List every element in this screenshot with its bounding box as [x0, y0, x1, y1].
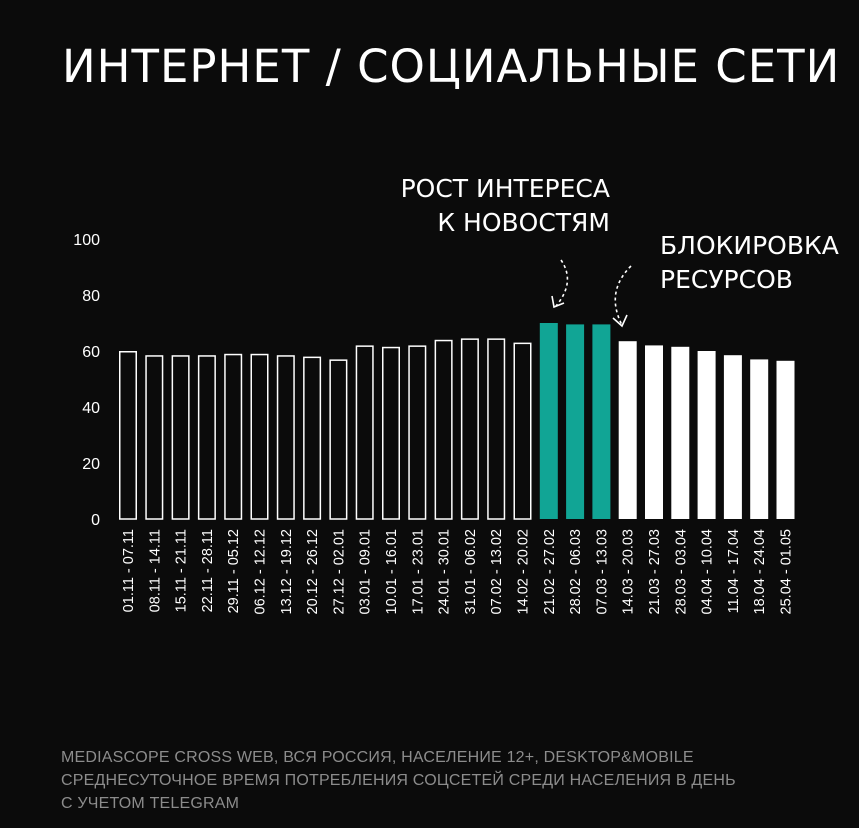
annotation-resource-blocking-line-2: РЕСУРСОВ — [660, 265, 793, 294]
x-tick-label: 08.11 - 14.11 — [147, 529, 163, 612]
bar-16 — [513, 342, 532, 520]
x-tick-label: 07.03 - 13.03 — [594, 529, 610, 614]
x-tick-label: 13.12 - 19.12 — [279, 529, 295, 614]
bar-17 — [539, 323, 558, 519]
annotation-news-interest-line-2: К НОВОСТЯМ — [437, 208, 610, 237]
x-tick-label: 14.02 - 20.02 — [516, 529, 532, 614]
arrowhead-icon — [551, 295, 565, 309]
page-title: ИНТЕРНЕТ / СОЦИАЛЬНЫЕ СЕТИ — [62, 40, 841, 93]
bar-24 — [723, 355, 742, 519]
bar-21 — [645, 345, 663, 519]
annotation-arrows — [551, 259, 632, 328]
curved-arrow-icon — [555, 259, 569, 307]
annotation-news-interest-line-1: РОСТ ИНТЕРЕСА — [400, 174, 610, 203]
bar-13 — [434, 339, 453, 520]
x-tick-label: 17.01 - 23.01 — [410, 529, 426, 614]
y-tick-label: 80 — [82, 288, 100, 305]
bar-11 — [382, 346, 400, 520]
x-tick-label: 28.02 - 06.03 — [568, 529, 584, 614]
x-tick-label: 31.01 - 06.02 — [463, 529, 479, 614]
x-tick-label: 04.04 - 10.04 — [700, 529, 716, 614]
x-tick-label: 07.02 - 13.02 — [489, 529, 505, 614]
bar-3 — [171, 355, 190, 520]
y-tick-label: 40 — [82, 400, 100, 417]
bar-8 — [303, 356, 322, 520]
footnote-line-1: MEDIASCOPE CROSS WEB, ВСЯ РОССИЯ, НАСЕЛЕ… — [61, 749, 694, 766]
x-tick-label: 21.02 - 27.02 — [542, 529, 558, 614]
x-tick-label: 21.03 - 27.03 — [647, 529, 663, 614]
source-footnote: MEDIASCOPE CROSS WEB, ВСЯ РОССИЯ, НАСЕЛЕ… — [61, 746, 736, 815]
x-axis: 01.11 - 07.11 08.11 - 14.11 15.11 - 21.11 2… — [121, 529, 795, 614]
footnote-line-3: С УЧЕТОМ TELEGRAM — [61, 795, 240, 812]
x-tick-label: 22.11 - 28.11 — [200, 529, 216, 612]
x-tick-label: 25.04 - 01.05 — [779, 529, 795, 614]
bar-23 — [697, 351, 716, 519]
x-tick-label: 06.12 - 12.12 — [253, 529, 269, 614]
bar-12 — [408, 345, 427, 520]
bar-20 — [618, 341, 637, 519]
x-tick-label: 14.03 - 20.03 — [621, 529, 637, 614]
arrowhead-icon — [612, 314, 628, 328]
y-tick-label: 20 — [82, 456, 100, 473]
x-tick-label: 29.11 - 05.12 — [226, 529, 242, 613]
x-tick-label: 24.01 - 30.01 — [437, 529, 453, 614]
bars — [119, 323, 795, 520]
y-tick-label: 100 — [73, 232, 100, 249]
bar-19 — [592, 324, 611, 519]
x-tick-label: 20.12 - 26.12 — [305, 529, 321, 614]
y-tick-label: 0 — [91, 512, 100, 529]
y-axis: 0 20 40 60 80 100 — [73, 232, 100, 529]
x-tick-label: 01.11 - 07.11 — [121, 529, 137, 612]
bar-4 — [197, 355, 216, 520]
bar-25 — [750, 359, 769, 519]
bar-22 — [671, 346, 690, 519]
bar-1 — [119, 351, 137, 520]
bar-15 — [487, 338, 506, 520]
x-tick-label: 15.11 - 21.11 — [174, 529, 190, 612]
bar-5 — [224, 353, 243, 520]
annotation-resource-blocking: БЛОКИРОВКА РЕСУРСОВ — [660, 229, 839, 297]
x-tick-label: 10.01 - 16.01 — [384, 529, 400, 614]
bar-26 — [776, 360, 795, 519]
annotation-resource-blocking-line-1: БЛОКИРОВКА — [660, 231, 839, 260]
bar-10 — [355, 345, 374, 520]
x-tick-label: 03.01 - 09.01 — [358, 529, 374, 614]
x-tick-label: 27.12 - 02.01 — [331, 529, 347, 614]
bar-6 — [250, 353, 269, 520]
bar-7 — [276, 355, 295, 520]
bar-18 — [566, 324, 585, 519]
y-tick-label: 60 — [82, 344, 100, 361]
x-tick-label: 28.03 - 03.04 — [673, 529, 689, 614]
bar-9 — [329, 359, 348, 520]
x-tick-label: 18.04 - 24.04 — [752, 529, 768, 614]
bar-14 — [460, 338, 479, 520]
bar-2 — [145, 355, 164, 520]
footnote-line-2: СРЕДНЕСУТОЧНОЕ ВРЕМЯ ПОТРЕБЛЕНИЯ СОЦСЕТЕ… — [61, 772, 736, 789]
annotation-news-interest: РОСТ ИНТЕРЕСА К НОВОСТЯМ — [401, 172, 610, 240]
curved-arrow-icon — [614, 265, 632, 326]
x-tick-label: 11.04 - 17.04 — [726, 529, 742, 613]
